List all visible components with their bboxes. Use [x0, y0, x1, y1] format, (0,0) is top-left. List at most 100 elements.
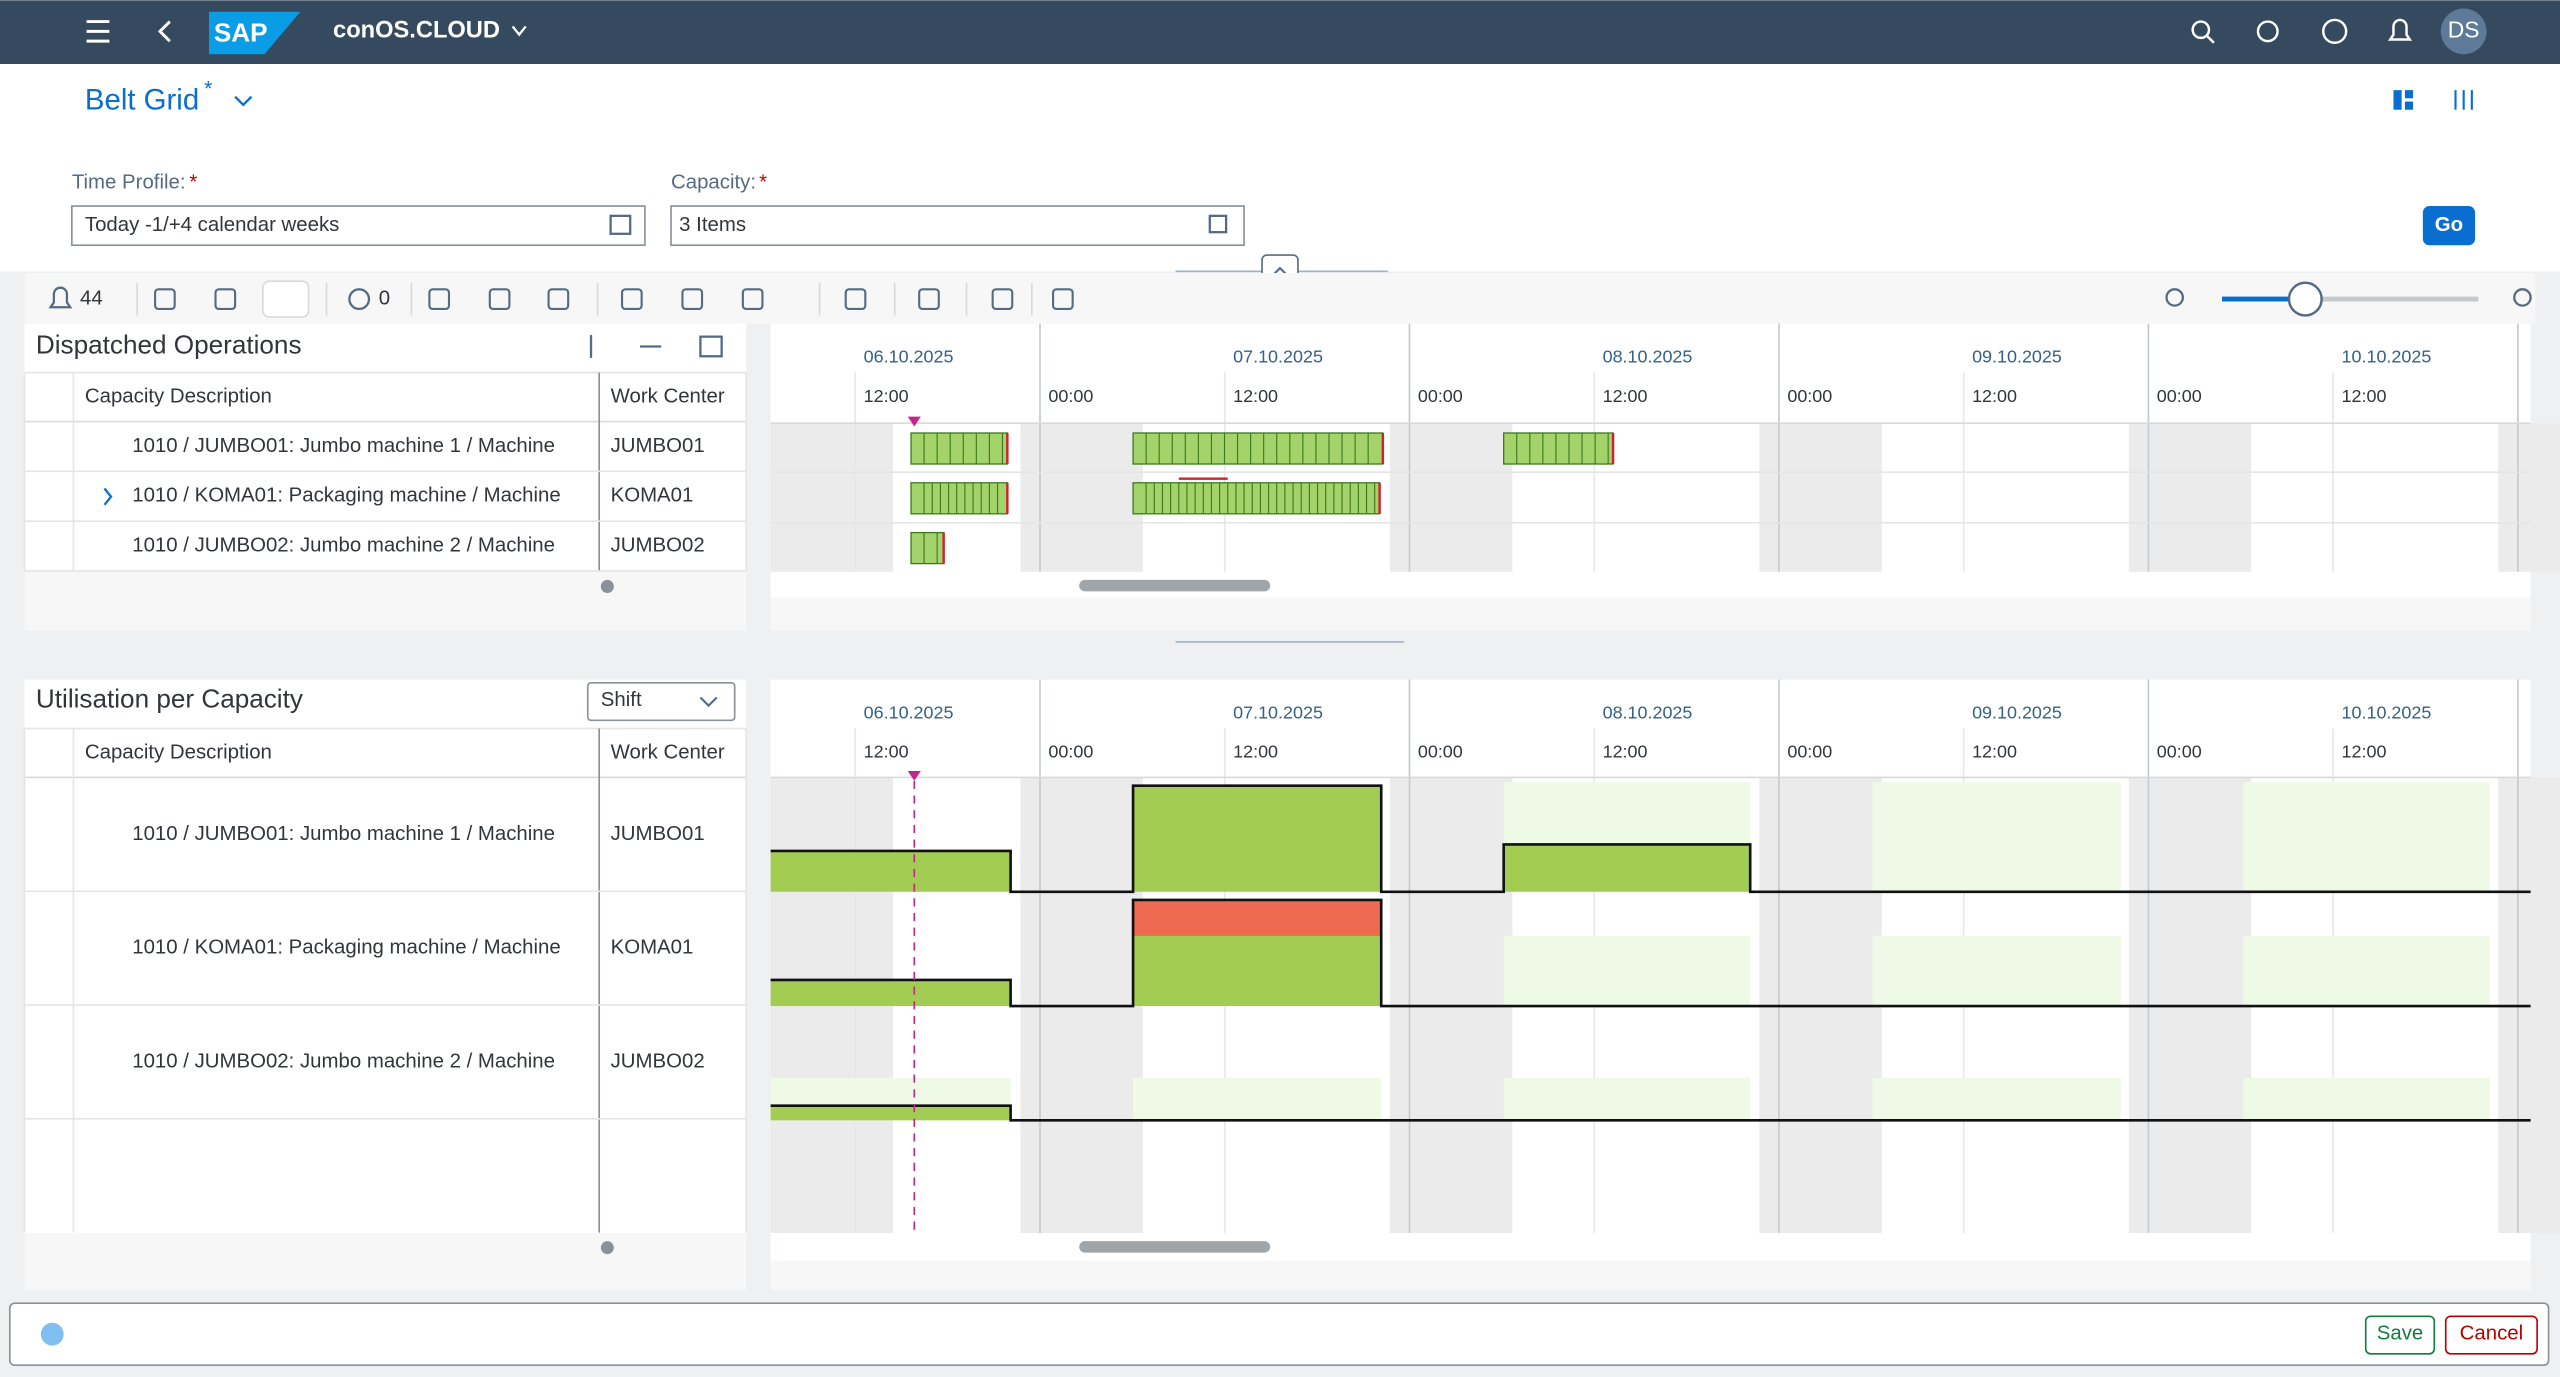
- timeline-date: 06.10.2025: [864, 703, 954, 723]
- logo-text: SAP: [214, 18, 268, 48]
- timeline-time: 12:00: [1972, 386, 2017, 406]
- timeline-time: 00:00: [1787, 386, 1832, 406]
- timeline-time: 12:00: [1972, 742, 2017, 762]
- timeline-date: 10.10.2025: [2342, 347, 2432, 367]
- work-center: KOMA01: [611, 937, 694, 959]
- timeline-date: 09.10.2025: [1972, 347, 2062, 367]
- load-area: [1504, 844, 1751, 891]
- save-label: Save: [2377, 1323, 2423, 1345]
- timeline-time: 12:00: [1603, 742, 1648, 762]
- go-label: Go: [2435, 214, 2463, 236]
- operation-bar[interactable]: [911, 533, 944, 564]
- avatar-initials: DS: [2448, 16, 2480, 42]
- work-center: JUMBO01: [611, 823, 705, 845]
- available-capacity: [1873, 1078, 2121, 1120]
- operation-bar[interactable]: [911, 483, 1007, 514]
- timeline-date: 07.10.2025: [1233, 347, 1323, 367]
- alerts-count: 44: [80, 288, 103, 310]
- available-capacity: [2243, 936, 2490, 1006]
- cancel-label: Cancel: [2460, 1323, 2523, 1345]
- filter-value: 3 Items: [679, 214, 746, 236]
- non-working-time: [2129, 423, 2251, 572]
- operation-bar[interactable]: [1504, 433, 1613, 464]
- toolbar: [24, 273, 2535, 324]
- column-header: Work Center: [611, 741, 725, 763]
- required-marker: *: [759, 172, 767, 194]
- toolbar-toggle[interactable]: [263, 281, 309, 317]
- scroll-thumb[interactable]: [1079, 1241, 1270, 1252]
- capacity-description: 1010 / KOMA01: Packaging machine / Machi…: [132, 485, 560, 507]
- zoom-handle[interactable]: [2289, 283, 2322, 316]
- timeline-time: 00:00: [1787, 742, 1832, 762]
- load-area: [1133, 786, 1381, 892]
- scroll-thumb: [601, 580, 614, 593]
- scroll-thumb[interactable]: [1079, 580, 1270, 591]
- timeline-date: 06.10.2025: [864, 347, 954, 367]
- filter-label: Time Profile:: [72, 172, 186, 194]
- available-capacity: [1504, 1078, 1751, 1120]
- toolbar-count: 0: [379, 288, 390, 310]
- work-center: JUMBO02: [611, 1050, 705, 1072]
- required-marker: *: [189, 172, 197, 194]
- work-center: JUMBO02: [611, 534, 705, 556]
- section-title: Utilisation per Capacity: [36, 684, 303, 714]
- timeline-time: 12:00: [1233, 386, 1278, 406]
- timeline-time: 12:00: [2342, 742, 2387, 762]
- section-title: Dispatched Operations: [36, 329, 302, 359]
- timeline-time: 00:00: [1048, 742, 1093, 762]
- capacity-description: 1010 / KOMA01: Packaging machine / Machi…: [132, 937, 560, 959]
- scroll-thumb: [601, 1241, 614, 1254]
- available-capacity: [1133, 1078, 1381, 1120]
- non-working-time: [2498, 423, 2560, 572]
- timeline-date: 07.10.2025: [1233, 703, 1323, 723]
- non-working-time: [771, 423, 893, 572]
- timeline-date: 10.10.2025: [2342, 703, 2432, 723]
- timeline-date: 08.10.2025: [1603, 347, 1693, 367]
- gantt-footer: [771, 598, 2531, 631]
- capacity-input[interactable]: [671, 206, 1244, 245]
- non-working-time: [1390, 423, 1512, 572]
- column-header: Work Center: [611, 385, 725, 407]
- timeline-time: 00:00: [2157, 742, 2202, 762]
- work-center: KOMA01: [611, 485, 694, 507]
- timeline-time: 00:00: [1418, 386, 1463, 406]
- utilisation-table-panel: [24, 680, 746, 1291]
- footer-bar: [10, 1303, 2549, 1365]
- capacity-description: 1010 / JUMBO02: Jumbo machine 2 / Machin…: [132, 1050, 555, 1072]
- capacity-description: 1010 / JUMBO01: Jumbo machine 1 / Machin…: [132, 435, 555, 457]
- table-footer: [24, 1233, 746, 1290]
- mode-value: Shift: [601, 689, 642, 711]
- load-area: [771, 851, 1011, 892]
- operation-bar[interactable]: [1133, 433, 1383, 464]
- operation-bar[interactable]: [911, 433, 1007, 464]
- load-area: [771, 980, 1011, 1006]
- filter-label: Capacity:: [671, 172, 756, 194]
- load-area: [771, 1106, 1011, 1121]
- timeline-time: 12:00: [864, 386, 909, 406]
- timeline-time: 12:00: [1603, 386, 1648, 406]
- capacity-description: 1010 / JUMBO02: Jumbo machine 2 / Machin…: [132, 534, 555, 556]
- timeline-date: 08.10.2025: [1603, 703, 1693, 723]
- overload-area: [1133, 900, 1381, 936]
- available-capacity: [2243, 782, 2490, 891]
- title-dirty-marker: *: [204, 78, 212, 101]
- assistant-icon[interactable]: [41, 1323, 64, 1346]
- non-working-time: [1020, 423, 1142, 572]
- table-footer: [24, 572, 746, 631]
- work-center: JUMBO01: [611, 435, 705, 457]
- gantt-footer: [771, 1261, 2531, 1290]
- timeline-time: 00:00: [1048, 386, 1093, 406]
- brand[interactable]: conOS.CLOUD: [333, 18, 500, 44]
- capacity-description: 1010 / JUMBO01: Jumbo machine 1 / Machin…: [132, 823, 555, 845]
- timeline-date: 09.10.2025: [1972, 703, 2062, 723]
- filter-value: Today -1/+4 calendar weeks: [85, 214, 339, 236]
- non-working-time: [1759, 423, 1881, 572]
- page-title[interactable]: Belt Grid: [85, 83, 199, 116]
- available-capacity: [1873, 782, 2121, 891]
- timeline-time: 12:00: [2342, 386, 2387, 406]
- column-header: Capacity Description: [85, 385, 272, 407]
- timeline-time: 12:00: [864, 742, 909, 762]
- timeline-time: 00:00: [2157, 386, 2202, 406]
- timeline-time: 12:00: [1233, 742, 1278, 762]
- available-capacity: [1504, 936, 1751, 1006]
